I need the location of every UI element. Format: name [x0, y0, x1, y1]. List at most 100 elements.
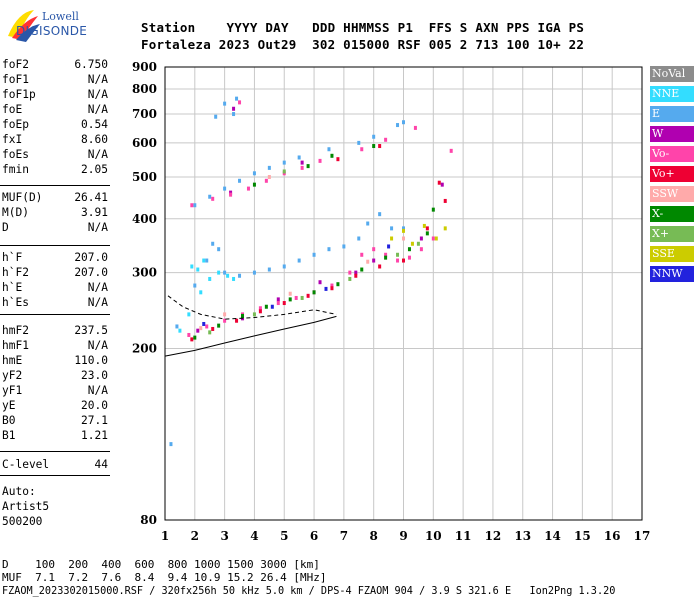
- data-point: [297, 155, 301, 160]
- data-point: [223, 186, 227, 191]
- data-point: [267, 175, 271, 180]
- param-value: 8.60: [81, 133, 108, 146]
- y-tick-label: 500: [132, 170, 157, 184]
- footer-file-info: FZAOM_2023302015000.RSF / 320fx256h 50 k…: [2, 586, 616, 597]
- data-point: [178, 328, 182, 333]
- data-point: [384, 252, 388, 257]
- x-tick-label: 4: [250, 529, 258, 543]
- x-tick-label: 16: [604, 529, 621, 543]
- x-tick-label: 8: [370, 529, 378, 543]
- x-tick-label: 6: [310, 529, 318, 543]
- x-tick-label: 12: [485, 529, 502, 543]
- param-separator: [0, 451, 110, 452]
- param-value: 207.0: [74, 266, 108, 279]
- x-tick-label: 11: [455, 529, 472, 543]
- legend-item: SSW: [650, 186, 694, 202]
- data-point: [300, 160, 304, 165]
- data-point: [449, 148, 453, 153]
- param-value: 0.54: [81, 118, 108, 131]
- data-point: [190, 264, 194, 269]
- data-point: [193, 203, 197, 208]
- data-point: [252, 312, 256, 317]
- footer-muf-row: MUF 7.1 7.2 7.6 8.4 9.4 10.9 15.2 26.4 […: [2, 571, 327, 584]
- data-point: [354, 273, 358, 278]
- legend-item: W: [650, 126, 694, 142]
- param-row: M(D) 3.91: [2, 206, 108, 221]
- auto-software: Artist5: [2, 500, 50, 513]
- data-point: [282, 301, 286, 306]
- digisonde-logo: Lowell DIGISONDE: [4, 6, 124, 46]
- data-point: [336, 282, 340, 287]
- param-row: hmF2 237.5: [2, 324, 108, 339]
- param-value: 237.5: [74, 324, 108, 337]
- x-tick-label: 17: [634, 529, 651, 543]
- data-point: [440, 182, 444, 187]
- data-point: [264, 304, 268, 309]
- x-tick-label: 9: [399, 529, 407, 543]
- data-point: [238, 273, 242, 278]
- param-name: foF1: [2, 73, 29, 86]
- data-point: [238, 178, 242, 183]
- data-point: [205, 258, 209, 263]
- data-point: [378, 212, 382, 217]
- data-point: [223, 318, 227, 323]
- data-point: [190, 337, 194, 342]
- y-tick-label: 700: [132, 107, 157, 121]
- param-name: MUF(D): [2, 191, 43, 204]
- legend-item: NoVal: [650, 66, 694, 82]
- data-point: [211, 326, 215, 331]
- data-point: [208, 330, 212, 335]
- data-point: [372, 134, 376, 139]
- data-point: [211, 196, 215, 201]
- legend-item: NNE: [650, 86, 694, 102]
- data-point: [217, 270, 221, 275]
- data-point: [348, 276, 352, 281]
- param-name: foF2: [2, 58, 29, 71]
- data-point: [407, 255, 411, 260]
- legend-item: Vo-: [650, 146, 694, 162]
- data-point: [264, 178, 268, 183]
- x-tick-label: 14: [544, 529, 561, 543]
- param-row: fmin 2.05: [2, 163, 108, 178]
- data-point: [390, 236, 394, 241]
- data-point: [282, 160, 286, 165]
- param-value: N/A: [87, 73, 108, 86]
- data-point: [312, 290, 316, 295]
- param-row: h`F 207.0: [2, 251, 108, 266]
- legend-item: X-: [650, 206, 694, 222]
- data-point: [223, 312, 227, 317]
- data-point: [193, 335, 197, 340]
- legend-item: SSE: [650, 246, 694, 262]
- param-name: foE: [2, 103, 23, 116]
- data-point: [437, 180, 441, 185]
- data-point: [258, 306, 262, 311]
- data-point: [402, 226, 405, 231]
- data-point: [229, 192, 233, 197]
- param-value: N/A: [87, 296, 108, 309]
- param-row: h`Es N/A: [2, 296, 108, 311]
- data-point: [232, 276, 236, 281]
- param-row: yE 20.0: [2, 399, 108, 414]
- param-name: B1: [2, 429, 16, 442]
- header-row1: Station YYYY DAY DDD HHMMSS P1 FFS S AXN…: [141, 20, 585, 35]
- data-point: [318, 158, 322, 163]
- param-row: foE N/A: [2, 103, 108, 118]
- param-value: 20.0: [81, 399, 108, 412]
- data-point: [402, 236, 405, 241]
- data-point: [372, 247, 376, 252]
- param-value: 44: [94, 458, 108, 471]
- data-point: [187, 332, 191, 337]
- data-point: [205, 324, 209, 329]
- data-point: [190, 203, 194, 208]
- y-tick-label: 600: [132, 136, 157, 150]
- y-tick-label: 800: [132, 82, 157, 96]
- auto-label: Auto:: [2, 485, 36, 498]
- param-row: h`E N/A: [2, 281, 108, 296]
- x-tick-label: 2: [191, 529, 199, 543]
- data-point: [384, 255, 388, 260]
- param-name: fxI: [2, 133, 23, 146]
- data-point: [422, 223, 426, 228]
- data-point: [360, 267, 364, 272]
- plot-frame: [164, 66, 643, 521]
- data-point: [330, 286, 334, 291]
